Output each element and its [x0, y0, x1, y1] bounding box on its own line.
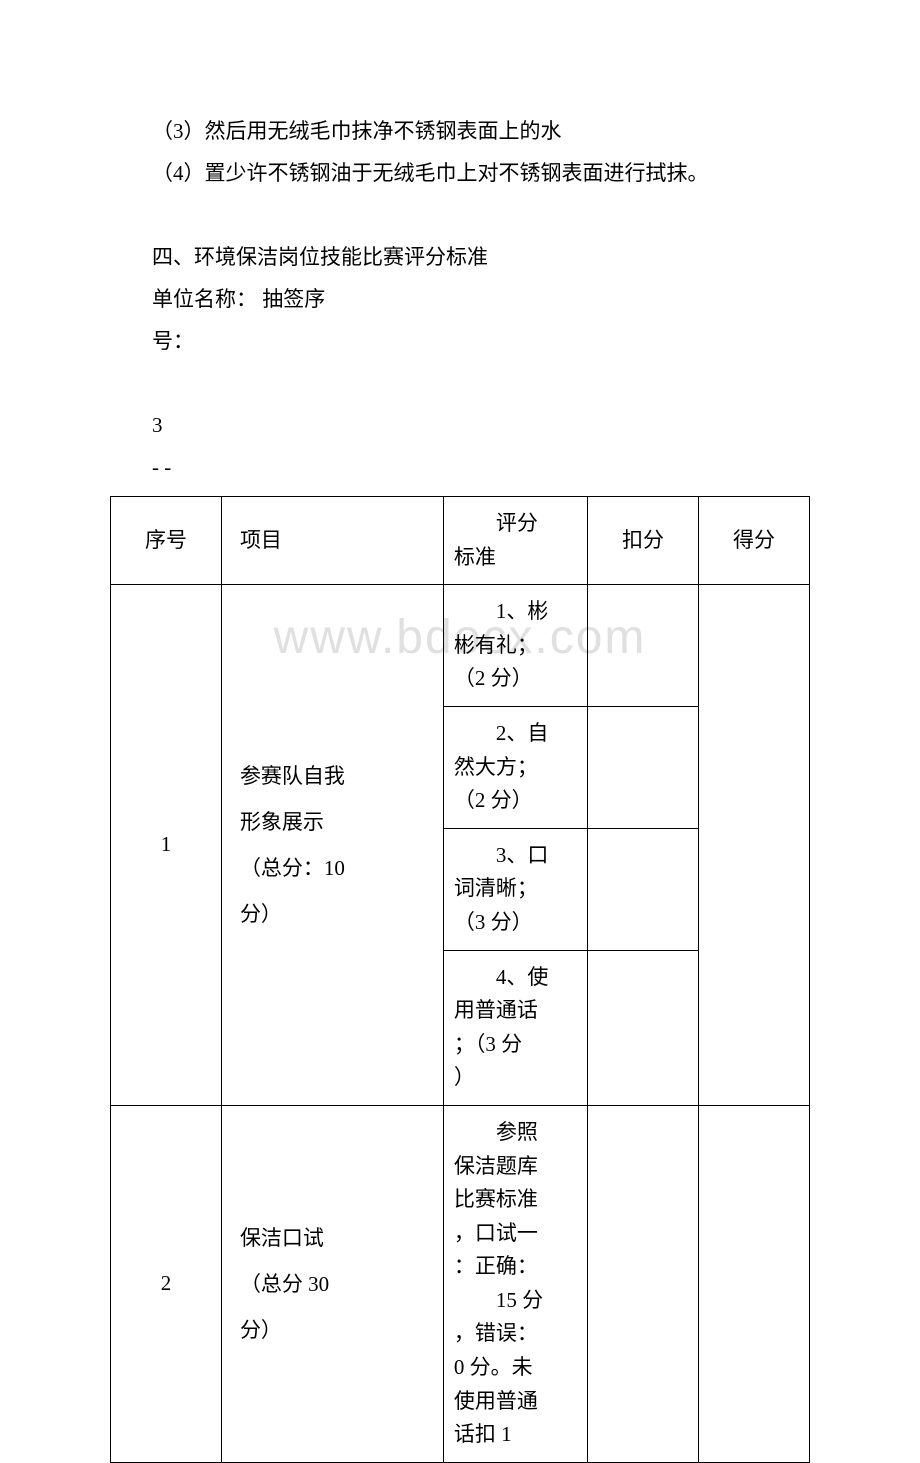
row1-seq: 1	[111, 585, 222, 1106]
row1-c1-l2: 彬有礼；	[454, 633, 538, 657]
row1-c1-l3: （2 分）	[454, 666, 533, 690]
row1-c2-l3: （2 分）	[454, 788, 533, 812]
unit-name-line: 单位名称： 抽签序	[110, 278, 810, 320]
row2-c-l2: 保洁题库	[454, 1154, 538, 1178]
row2-score	[699, 1105, 810, 1462]
header-criteria-line1: 评分	[454, 511, 538, 535]
row1-c4-l2: 用普通话	[454, 998, 538, 1022]
row1-criteria4: 4、使 用普通话 ；（3 分 ）	[443, 950, 587, 1105]
table-row: 2 保洁口试 （总分 30 分） 参照 保洁题库 比赛标准 ，口试一 ：正确： …	[111, 1105, 810, 1462]
header-item: 项目	[221, 497, 443, 585]
row1-item: 参赛队自我 形象展示 （总分：10 分）	[221, 585, 443, 1106]
row2-c-l5: ：正确：	[454, 1254, 538, 1278]
row2-c-l7: ，错误：	[454, 1321, 538, 1345]
row1-deduct1	[588, 585, 699, 707]
row1-deduct4	[588, 950, 699, 1105]
row2-item-line1: 保洁口试	[240, 1226, 324, 1250]
row1-item-line2: 形象展示	[240, 810, 324, 834]
row2-item-line2: （总分 30	[240, 1272, 329, 1296]
row2-criteria: 参照 保洁题库 比赛标准 ，口试一 ：正确： 15 分 ，错误： 0 分。未 使…	[443, 1105, 587, 1462]
row2-c-l8: 0 分。未	[454, 1355, 533, 1379]
row1-c3-l3: （3 分）	[454, 910, 533, 934]
header-criteria-line2: 标准	[454, 545, 496, 569]
number-line: 号：	[110, 320, 810, 362]
row2-c-l9: 使用普通	[454, 1389, 538, 1413]
paragraph-3: （3）然后用无绒毛巾抹净不锈钢表面上的水	[110, 110, 810, 152]
row1-deduct3	[588, 828, 699, 950]
row1-c4-l3: ；（3 分	[454, 1032, 522, 1056]
row2-c-l3: 比赛标准	[454, 1187, 538, 1211]
row2-seq: 2	[111, 1105, 222, 1462]
row1-c3-l1: 3、口	[454, 843, 549, 867]
row2-deduct	[588, 1105, 699, 1462]
row1-criteria1: 1、彬 彬有礼； （2 分）	[443, 585, 587, 707]
row1-item-line3: （总分：10	[240, 856, 345, 880]
row1-c4-l1: 4、使	[454, 965, 549, 989]
row2-item-line3: 分）	[240, 1318, 282, 1342]
row1-criteria3: 3、口 词清晰； （3 分）	[443, 828, 587, 950]
scoring-table: 序号 项目 评分 标准 扣分 得分 1 参赛队自我 形象展示 （总分：10 分）…	[110, 496, 810, 1463]
row2-c-l4: ，口试一	[454, 1221, 538, 1245]
row1-item-line4: 分）	[240, 902, 282, 926]
table-row: 1 参赛队自我 形象展示 （总分：10 分） 1、彬 彬有礼； （2 分）	[111, 585, 810, 707]
row1-c4-l4: ）	[454, 1065, 475, 1089]
header-score: 得分	[699, 497, 810, 585]
header-deduct: 扣分	[588, 497, 699, 585]
separator: - -	[110, 446, 810, 488]
row1-c1-l1: 1、彬	[454, 599, 549, 623]
row1-c2-l1: 2、自	[454, 721, 549, 745]
document-content: （3）然后用无绒毛巾抹净不锈钢表面上的水 （4）置少许不锈钢油于无绒毛巾上对不锈…	[110, 110, 810, 1463]
table-header-row: 序号 项目 评分 标准 扣分 得分	[111, 497, 810, 585]
header-criteria: 评分 标准	[443, 497, 587, 585]
row1-c3-l2: 词清晰；	[454, 876, 538, 900]
row1-deduct2	[588, 706, 699, 828]
row2-c-l1: 参照	[454, 1120, 538, 1144]
row2-c-l10: 话扣 1	[454, 1422, 512, 1446]
row1-score	[699, 585, 810, 1106]
row1-criteria2: 2、自 然大方； （2 分）	[443, 706, 587, 828]
row2-c-l6: 15 分	[454, 1288, 543, 1312]
row1-item-line1: 参赛队自我	[240, 764, 345, 788]
row1-c2-l2: 然大方；	[454, 755, 538, 779]
section-heading: 四、环境保洁岗位技能比赛评分标准	[110, 236, 810, 278]
header-seq: 序号	[111, 497, 222, 585]
row2-item: 保洁口试 （总分 30 分）	[221, 1105, 443, 1462]
paragraph-4: （4）置少许不锈钢油于无绒毛巾上对不锈钢表面进行拭抹。	[110, 152, 810, 194]
page-number: 3	[110, 404, 810, 446]
